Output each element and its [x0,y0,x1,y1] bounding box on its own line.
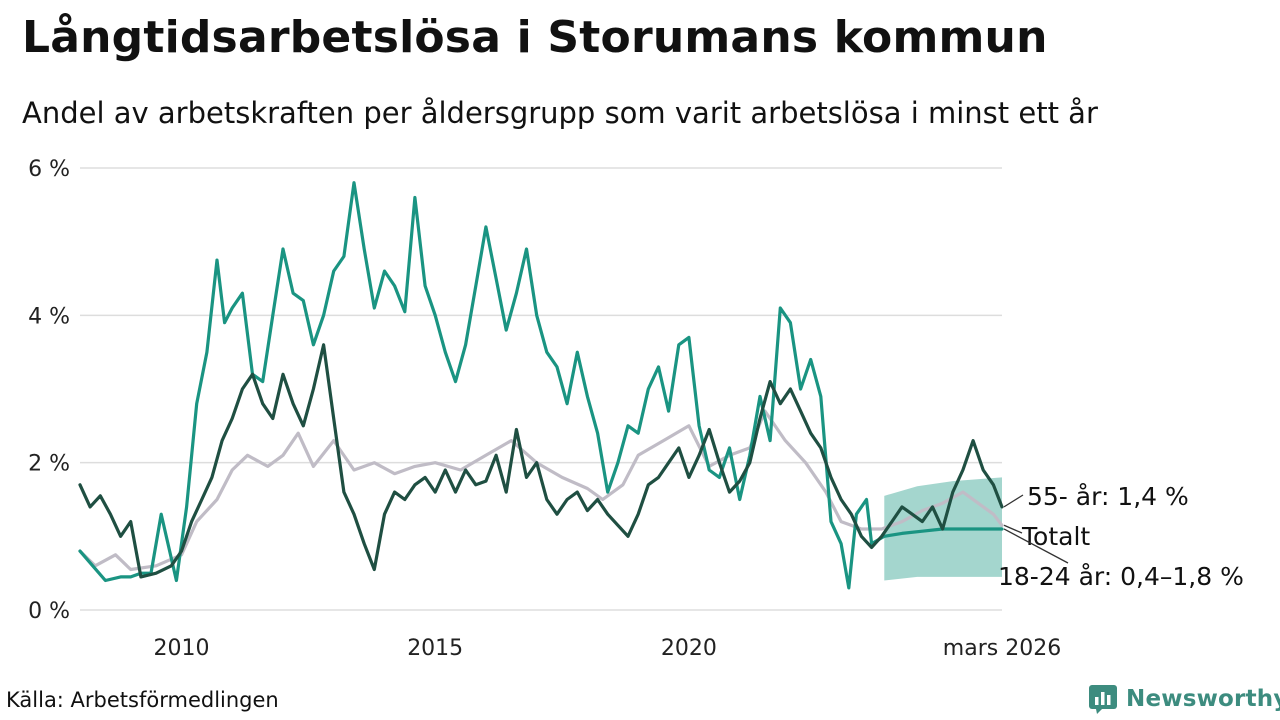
series-labels: Totalt 18-24 år: 0,4–1,8 % 55- år: 1,4 % [998,482,1244,591]
series-line-totalt [78,409,1004,572]
x-tick-label: 2015 [407,636,463,661]
newsworthy-logo-icon [1089,685,1117,714]
series-line-55-r [78,343,1004,579]
leader-line-18-24-r [1003,528,1069,564]
source-note: Källa: Arbetsförmedlingen [6,688,279,712]
x-tick-label: 2020 [661,636,717,661]
y-axis: 0 % 2 % 4 % 6 % [28,157,70,624]
y-tick-label: 2 % [28,452,70,477]
leader-line-totalt [1003,524,1023,534]
leader-line-55-r [1003,494,1024,508]
gridlines [80,167,1002,611]
chart-subtitle: Andel av arbetskraften per åldersgrupp s… [22,96,1098,130]
series-layer [78,181,1004,590]
series-line-18-24-r [78,181,1004,590]
brand-name: Newsworthy [1126,686,1280,712]
series-label-55-r: 55- år: 1,4 % [1027,482,1189,511]
brand-logo: Newsworthy [1088,684,1280,714]
series-label-totalt: Totalt [1021,522,1090,551]
x-tick-label: 2010 [153,636,209,661]
y-tick-label: 6 % [28,157,70,182]
y-tick-label: 4 % [28,304,70,329]
chart-title: Långtidsarbetslösa i Storumans kommun [22,12,1048,63]
x-axis: 2010 2015 2020 mars 2026 [153,636,1061,661]
x-tick-label: mars 2026 [943,636,1061,661]
series-label-18-24-r: 18-24 år: 0,4–1,8 % [998,562,1244,591]
y-tick-label: 0 % [28,599,70,624]
